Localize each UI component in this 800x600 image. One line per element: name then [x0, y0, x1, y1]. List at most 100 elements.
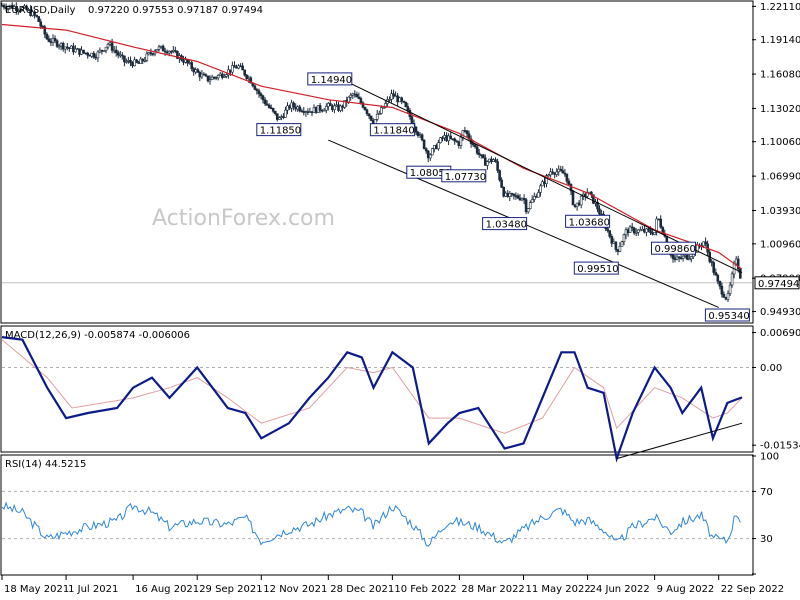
candle-body	[496, 161, 499, 171]
price-panel-frame	[0, 0, 754, 324]
candle-body	[86, 52, 89, 56]
candle-body	[359, 98, 363, 104]
candle-body	[579, 195, 583, 206]
candle-body	[223, 76, 226, 78]
candle-body	[237, 65, 240, 69]
candle-body	[483, 157, 487, 166]
candle-body	[53, 37, 57, 41]
candle-body	[100, 49, 104, 52]
candle-body	[384, 103, 387, 108]
candle-body	[365, 109, 369, 115]
candle-body	[681, 255, 685, 259]
candle-body	[218, 73, 222, 76]
price-annotation-label: 0.95340	[708, 311, 749, 322]
candle-body	[278, 117, 281, 120]
candle-body	[167, 50, 171, 54]
price-annotation-label: 1.11850	[260, 126, 301, 137]
candle-body	[333, 105, 336, 111]
candle-body	[614, 241, 618, 250]
candle-body	[463, 130, 467, 132]
candle-body	[19, 10, 22, 12]
candle-body	[704, 241, 707, 245]
candle-body	[532, 196, 536, 200]
price-y-tick-label: 1.16080	[760, 70, 800, 81]
candle-body	[235, 67, 238, 69]
candle-body	[659, 218, 663, 228]
candle-body	[133, 59, 136, 67]
price-annotation-label: 1.03680	[569, 217, 610, 228]
candle-body	[524, 199, 528, 213]
rsi-line	[1, 501, 741, 547]
candle-body	[49, 41, 53, 43]
candle-body	[255, 89, 259, 92]
candle-body	[567, 180, 571, 185]
price-y-tick-label: 1.06990	[760, 172, 800, 183]
candle-body	[259, 93, 263, 97]
candle-body	[76, 48, 79, 51]
rsi-y-tick-label: 30	[760, 534, 773, 545]
price-annotation-box	[565, 214, 611, 228]
candle-body	[106, 43, 110, 48]
candle-body	[221, 73, 224, 78]
candle-body	[414, 126, 418, 133]
candle-body	[392, 93, 395, 97]
price-annotation-label: 1.08050	[410, 168, 451, 179]
candle-body	[430, 148, 434, 156]
candle-body	[328, 103, 332, 107]
candle-body	[43, 26, 47, 35]
candle-body	[239, 65, 242, 68]
candle-body	[671, 254, 675, 259]
macd-main-line	[1, 336, 743, 463]
candle-body	[55, 40, 59, 47]
candle-body	[647, 228, 650, 231]
candle-body	[388, 99, 391, 101]
candle-body	[165, 51, 169, 54]
candle-body	[176, 50, 179, 59]
candle-body	[188, 62, 191, 64]
candle-body	[245, 74, 248, 79]
rsi-panel: 100 70 30	[1, 452, 779, 575]
price-annotation-label: 0.99510	[577, 264, 618, 275]
candle-body	[424, 148, 428, 152]
candle-body	[459, 136, 463, 146]
x-tick-label: 18 May 2021	[4, 584, 69, 595]
candle-body	[557, 168, 561, 173]
candle-body	[318, 105, 322, 111]
candle-body	[702, 241, 705, 247]
price-annotation-box	[256, 123, 302, 137]
candle-body	[379, 107, 383, 114]
candle-body	[200, 73, 204, 78]
candle-body	[730, 273, 734, 286]
candle-body	[208, 79, 212, 82]
candle-body	[486, 161, 489, 166]
candle-body	[225, 74, 228, 77]
candle-body	[182, 59, 185, 63]
candle-body	[357, 96, 361, 99]
candle-body	[539, 185, 542, 193]
candle-body	[377, 113, 381, 115]
candle-body	[194, 69, 197, 73]
channel-upper-line	[328, 72, 743, 274]
candle-body	[78, 48, 81, 55]
candle-body	[624, 229, 628, 236]
candle-body	[481, 154, 485, 159]
candle-body	[447, 135, 450, 141]
candle-body	[267, 104, 271, 108]
candle-body	[282, 116, 285, 118]
candle-body	[92, 52, 96, 58]
candle-body	[502, 187, 506, 197]
candle-body	[247, 77, 251, 80]
candle-body	[396, 95, 399, 103]
candle-body	[410, 116, 414, 124]
candle-body	[90, 52, 93, 57]
candle-body	[675, 256, 679, 260]
candle-body	[141, 58, 144, 62]
price-annotation-label: 1.03480	[486, 220, 527, 231]
candle-body	[214, 77, 218, 79]
candle-body	[119, 54, 122, 57]
candle-body	[275, 113, 279, 120]
rsi-y-tick-label: 70	[760, 487, 773, 498]
candle-body	[172, 49, 175, 52]
